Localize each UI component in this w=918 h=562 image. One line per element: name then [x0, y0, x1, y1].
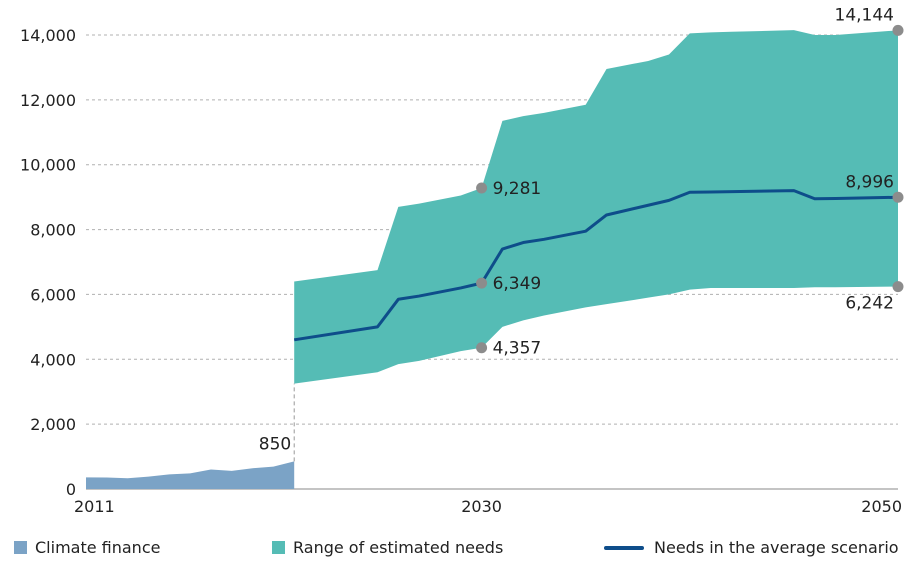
annotation-label: 14,144	[835, 5, 894, 25]
legend-label-range: Range of estimated needs	[293, 538, 504, 557]
annotation-marker	[892, 281, 904, 293]
y-axis: 0 2,000 4,000 6,000 8,000 10,000 12,000 14,000	[20, 26, 76, 499]
legend: Climate finance Range of estimated needs…	[0, 538, 918, 562]
y-tick-label: 10,000	[20, 156, 76, 175]
y-tick-label: 2,000	[30, 415, 76, 434]
y-tick-label: 0	[66, 480, 76, 499]
x-tick-label: 2030	[461, 497, 502, 516]
legend-swatch-range	[272, 541, 285, 554]
annotation-label: 9,281	[493, 179, 542, 199]
y-tick-label: 12,000	[20, 91, 76, 110]
annotation-marker	[476, 342, 488, 354]
legend-label-average: Needs in the average scenario	[654, 538, 899, 557]
annotation-marker	[476, 182, 488, 194]
annotation-label: 850	[259, 434, 291, 454]
x-axis: 2011 2030 2050	[74, 497, 902, 516]
legend-item-range: Range of estimated needs	[272, 538, 503, 557]
x-tick-label: 2011	[74, 497, 115, 516]
annotation-label: 6,349	[493, 274, 542, 294]
estimated-needs-range-area	[294, 30, 898, 384]
legend-label-climate-finance: Climate finance	[35, 538, 161, 557]
y-tick-label: 4,000	[30, 350, 76, 369]
legend-swatch-average	[604, 545, 644, 550]
legend-swatch-climate-finance	[14, 541, 27, 554]
average-scenario-line	[293, 189, 899, 342]
annotation-marker	[892, 24, 904, 36]
annotation-label: 8,996	[845, 172, 894, 192]
plot-lines	[293, 189, 899, 342]
y-tick-label: 8,000	[30, 221, 76, 240]
annotations: 850 9,281 6,349 4,357 14,144 8,996 6,242	[259, 5, 904, 454]
climate-finance-area	[86, 461, 295, 489]
legend-item-climate-finance: Climate finance	[14, 538, 160, 557]
chart: 02,0004,0006,0008,00010,00012,00014,000 …	[20, 5, 904, 516]
x-tick-label: 2050	[861, 497, 902, 516]
plot-area	[86, 30, 898, 489]
annotation-label: 6,242	[845, 294, 894, 314]
annotation-marker	[892, 191, 904, 203]
annotation-marker	[476, 277, 488, 289]
annotation-label: 4,357	[493, 339, 542, 359]
legend-item-average: Needs in the average scenario	[604, 538, 899, 557]
y-tick-label: 6,000	[30, 285, 76, 304]
y-tick-label: 14,000	[20, 26, 76, 45]
